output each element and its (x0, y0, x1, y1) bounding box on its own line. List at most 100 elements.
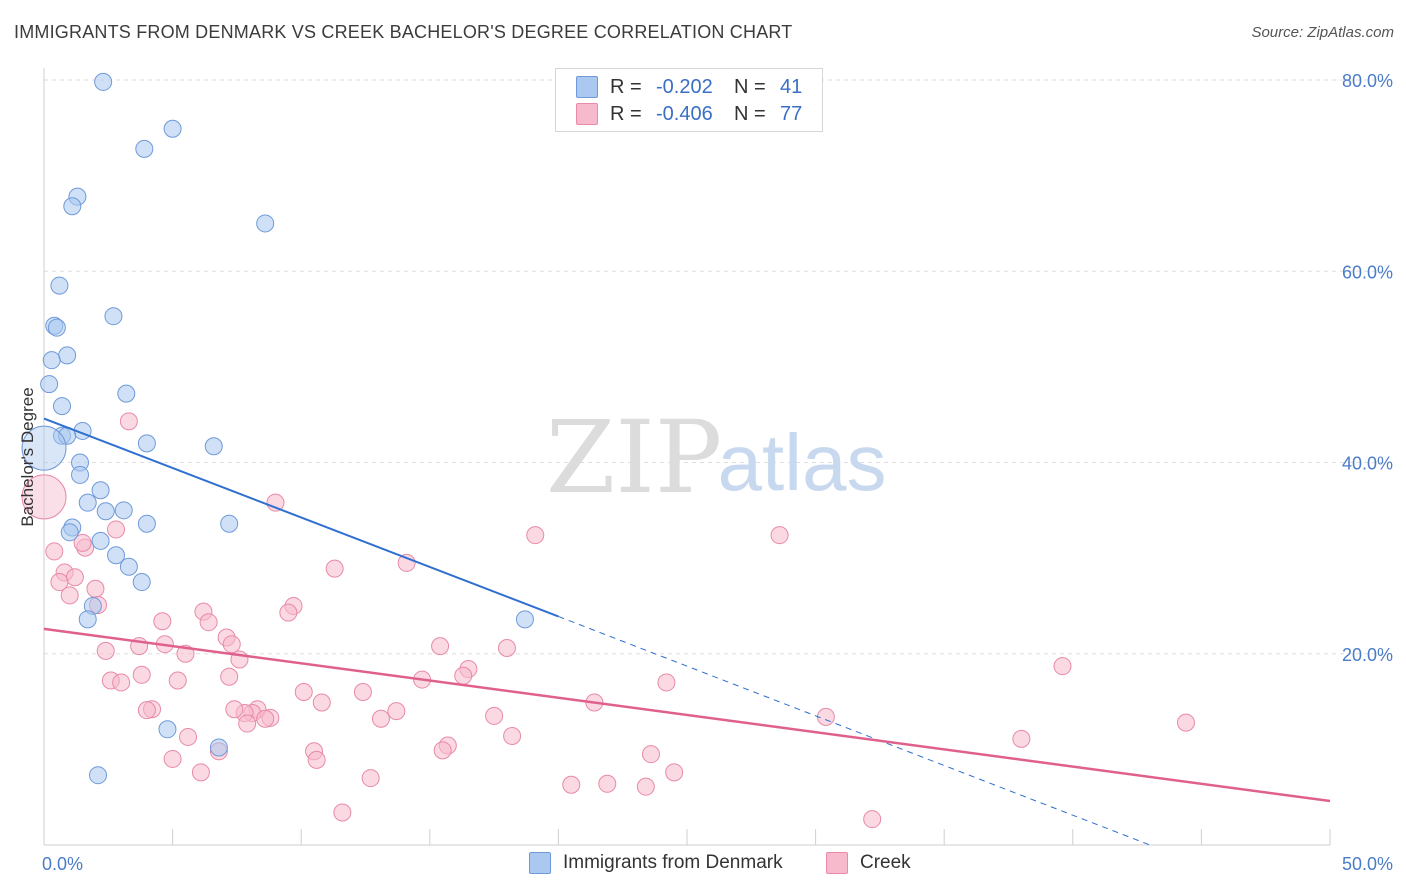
point-creek (503, 726, 522, 745)
point-creek (387, 702, 406, 721)
point-denmark (53, 397, 72, 416)
series-legend-creek: Creek (826, 852, 911, 874)
point-creek (238, 714, 257, 733)
point-creek (307, 750, 326, 769)
source-credit: Source: ZipAtlas.com (1251, 24, 1394, 41)
point-creek (73, 533, 92, 552)
point-creek (222, 635, 241, 654)
point-creek (119, 412, 138, 431)
point-creek (433, 741, 452, 760)
point-denmark (91, 481, 110, 500)
point-creek (279, 603, 298, 622)
point-creek (863, 810, 882, 829)
point-denmark (107, 546, 126, 565)
point-creek (431, 637, 450, 656)
point-creek (526, 526, 545, 545)
trend-lines (43, 417, 1331, 846)
series-legend: Immigrants from Denmark Creek (0, 852, 1406, 878)
point-denmark (60, 523, 79, 542)
point-creek (60, 586, 79, 605)
point-creek (665, 763, 684, 782)
axes (43, 68, 1331, 846)
point-creek (45, 542, 64, 561)
point-denmark (63, 197, 82, 216)
point-creek (371, 709, 390, 728)
point-denmark (89, 766, 108, 785)
point-creek (770, 526, 789, 545)
point-denmark (163, 119, 182, 138)
x-tick-label: 50.0% (1342, 854, 1393, 874)
trend-line-creek (43, 627, 1331, 803)
point-denmark (515, 610, 534, 629)
legend-n-value: 77 (780, 102, 803, 125)
point-creek (333, 803, 352, 822)
point-denmark (209, 738, 228, 757)
point-creek (361, 769, 380, 788)
point-creek (107, 520, 126, 539)
point-denmark (158, 720, 177, 739)
legend-r-value: -0.202 (656, 75, 713, 98)
x-tick-label: 0.0% (42, 854, 83, 874)
point-creek (132, 665, 151, 684)
legend-swatch-pink (576, 103, 598, 125)
point-creek (50, 573, 69, 592)
y-tick-label: 80.0% (1342, 71, 1393, 91)
point-creek (191, 763, 210, 782)
legend-n-value: 41 (780, 75, 803, 98)
point-denmark (204, 437, 223, 456)
point-denmark (117, 384, 136, 403)
point-creek (168, 671, 187, 690)
legend-r-value: -0.406 (656, 102, 713, 125)
point-denmark (91, 531, 110, 550)
legend-r-label: R = (610, 75, 642, 98)
y-tick-label: 20.0% (1342, 645, 1393, 665)
point-creek (641, 745, 660, 764)
point-creek (199, 613, 218, 632)
watermark: ZIP atlas (546, 399, 887, 516)
point-creek (220, 667, 239, 686)
point-denmark (132, 573, 151, 592)
point-denmark (96, 502, 115, 521)
point-denmark (47, 318, 66, 337)
legend-row-creek: R = -0.406 N = 77 (556, 101, 802, 127)
legend-n-label: N = (734, 75, 766, 98)
point-creek (353, 683, 372, 701)
point-creek (21, 474, 67, 520)
point-creek (86, 579, 105, 598)
point-denmark (78, 610, 97, 629)
point-creek (65, 568, 84, 587)
point-creek (485, 706, 504, 725)
series-swatch-pink (826, 852, 848, 874)
watermark-atlas: atlas (718, 418, 887, 507)
point-creek (497, 639, 516, 658)
point-denmark (40, 375, 59, 394)
trend-line-denmark-extension (558, 615, 1151, 846)
legend-row-denmark: R = -0.202 N = 41 (556, 74, 802, 100)
point-creek (112, 673, 131, 692)
point-denmark (71, 465, 90, 484)
trend-line-denmark (43, 417, 559, 618)
point-creek (163, 749, 182, 768)
series-name-creek: Creek (860, 852, 911, 873)
point-creek (562, 775, 581, 794)
point-creek (96, 641, 115, 660)
point-creek (179, 727, 198, 746)
point-denmark (78, 493, 97, 512)
y-axis-label: Bachelor's Degree (18, 387, 37, 526)
point-creek (325, 559, 344, 578)
legend-n-label: N = (734, 102, 766, 125)
point-denmark (50, 276, 69, 295)
legend-swatch-blue (576, 76, 598, 98)
point-denmark (119, 557, 138, 576)
point-creek (636, 777, 655, 796)
point-denmark (114, 501, 133, 520)
point-creek (454, 666, 473, 685)
point-creek (1012, 729, 1031, 748)
point-creek (312, 693, 331, 712)
grid-lines (44, 79, 1393, 655)
point-creek (1176, 713, 1195, 732)
point-denmark (135, 139, 154, 158)
watermark-zip: ZIP (546, 399, 722, 516)
point-creek (598, 774, 617, 793)
